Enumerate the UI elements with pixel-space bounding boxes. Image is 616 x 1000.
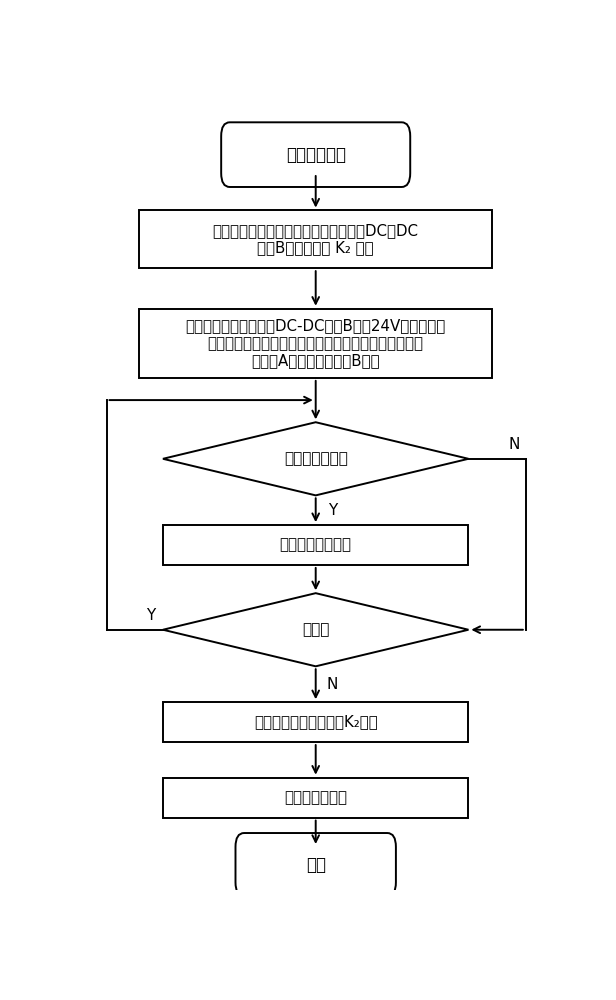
Text: Y: Y bbox=[147, 608, 156, 623]
Bar bbox=[139, 210, 492, 268]
Text: 正常运行子程序: 正常运行子程序 bbox=[284, 790, 347, 805]
Text: 开关控制模块控制开关K₂断开: 开关控制模块控制开关K₂断开 bbox=[254, 715, 378, 730]
Text: 结束: 结束 bbox=[306, 856, 326, 874]
Text: 待机？: 待机？ bbox=[302, 622, 330, 637]
Text: N: N bbox=[326, 677, 338, 692]
FancyBboxPatch shape bbox=[221, 122, 410, 187]
Polygon shape bbox=[163, 593, 469, 666]
Bar bbox=[139, 309, 492, 378]
Text: 蓄电池充电子程序: 蓄电池充电子程序 bbox=[280, 538, 352, 553]
Bar bbox=[163, 525, 469, 565]
Text: Y: Y bbox=[328, 503, 337, 518]
Text: N: N bbox=[508, 437, 519, 452]
Polygon shape bbox=[163, 422, 469, 495]
Text: 辅助电池输出电压经过DC-DC模块B输出24V直流电，给
液流电池储能系统的控制系统、开关控制模块、副泵驱
动模块A和副泵驱动模块B供电: 辅助电池输出电压经过DC-DC模块B输出24V直流电，给 液流电池储能系统的控制… bbox=[185, 318, 446, 368]
Text: 开关控制模块控制辅助电池和供电单元DC－DC
模块B之间的开关 K₂ 闭合: 开关控制模块控制辅助电池和供电单元DC－DC 模块B之间的开关 K₂ 闭合 bbox=[213, 223, 419, 256]
FancyBboxPatch shape bbox=[235, 833, 396, 896]
Bar bbox=[163, 778, 469, 818]
Text: 待机状态开始: 待机状态开始 bbox=[286, 146, 346, 164]
Bar bbox=[163, 702, 469, 742]
Text: 蓄电池是否充电: 蓄电池是否充电 bbox=[284, 451, 347, 466]
